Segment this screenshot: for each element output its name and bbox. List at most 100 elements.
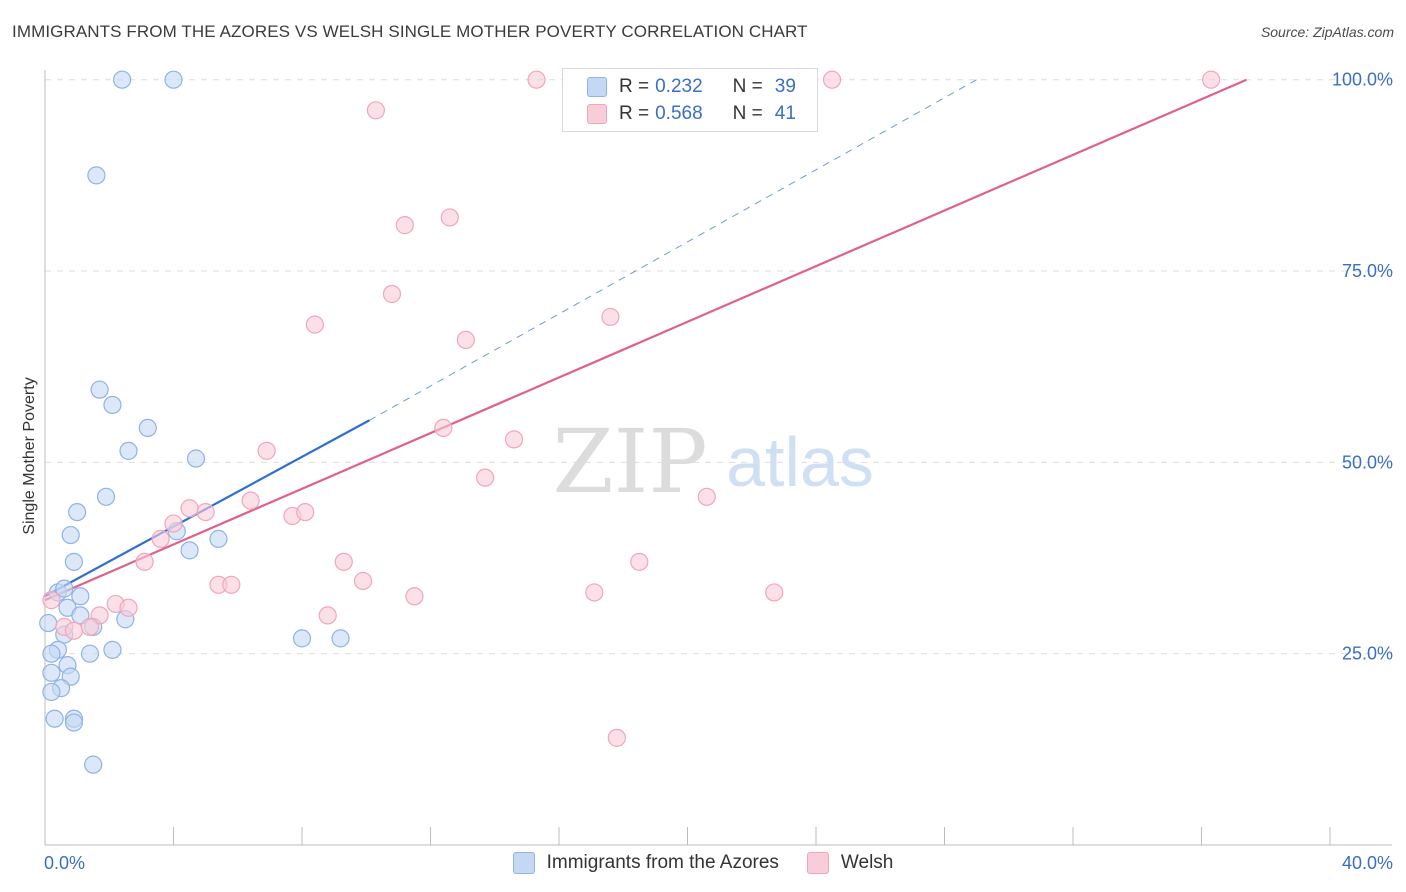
point-azores (71, 587, 90, 606)
legend-row-welsh: R = 0.568 N = 41 (587, 102, 796, 126)
axes (44, 70, 1392, 846)
n-value: 41 (774, 103, 796, 124)
x-tick-label: 40.0% (1342, 853, 1393, 873)
point-azores (112, 70, 132, 89)
point-welsh (296, 502, 315, 522)
point-azores (209, 529, 228, 548)
point-azores (64, 552, 84, 571)
point-azores (42, 663, 61, 682)
point-welsh (601, 307, 620, 327)
point-welsh (527, 70, 546, 89)
legend-swatch-welsh (587, 104, 607, 124)
x-tick-label: 0.0% (44, 853, 85, 873)
r-label: R = (619, 103, 650, 124)
watermark-zip: ZIP (552, 410, 707, 513)
point-welsh (1202, 70, 1221, 89)
point-welsh (366, 101, 385, 120)
series-legend: Immigrants from the Azores Welsh (0, 852, 1406, 874)
point-welsh (456, 330, 475, 350)
point-welsh (822, 70, 842, 89)
n-label: N = (732, 76, 763, 97)
point-azores (42, 682, 61, 702)
legend-item-azores[interactable]: Immigrants from the Azores (512, 852, 779, 874)
legend-row-azores: R = 0.232 N = 39 (587, 75, 796, 99)
trend-line-welsh (44, 78, 1247, 602)
point-azores (292, 629, 312, 648)
point-welsh (180, 499, 199, 518)
point-welsh (64, 621, 84, 640)
point-azores (186, 449, 206, 468)
n-value: 39 (774, 76, 796, 97)
point-welsh (257, 441, 276, 460)
point-welsh (318, 606, 337, 625)
point-azores (103, 395, 122, 415)
point-azores (119, 441, 138, 460)
point-welsh (440, 208, 459, 227)
point-welsh (80, 617, 100, 636)
legend-label-welsh: Welsh (840, 852, 894, 873)
point-welsh (353, 571, 373, 591)
r-label: R = (619, 76, 650, 97)
point-welsh (382, 284, 402, 304)
point-welsh (241, 491, 260, 510)
point-welsh (405, 587, 424, 606)
legend-label-azores: Immigrants from the Azores (546, 852, 779, 873)
n-label: N = (732, 103, 763, 124)
point-azores (331, 629, 350, 648)
point-welsh (765, 583, 784, 602)
stats-legend: R = 0.232 N = 39 R = 0.568 N = 41 (562, 68, 818, 132)
point-welsh (151, 529, 170, 548)
point-welsh (476, 468, 495, 487)
point-azores (90, 380, 109, 399)
y-tick-label: 25.0% (1342, 644, 1393, 664)
grid-lines (45, 79, 1392, 655)
point-azores (45, 709, 64, 728)
point-azores (42, 644, 61, 663)
point-welsh (42, 591, 61, 610)
y-axis-label: Single Mother Poverty (21, 377, 38, 534)
point-azores (55, 579, 74, 598)
legend-swatch-azores (587, 77, 607, 97)
point-azores (180, 541, 199, 560)
point-azores (80, 644, 100, 663)
chart-title: IMMIGRANTS FROM THE AZORES VS WELSH SING… (12, 22, 808, 41)
legend-swatch-welsh (806, 852, 829, 874)
point-welsh (305, 315, 324, 334)
point-azores (64, 713, 84, 732)
point-welsh (334, 552, 353, 571)
point-welsh (222, 575, 241, 594)
point-welsh (607, 728, 626, 747)
point-welsh (504, 430, 524, 449)
point-azores (61, 525, 80, 545)
point-welsh (196, 502, 215, 522)
point-welsh (135, 552, 154, 571)
watermark-atlas: atlas (726, 423, 874, 501)
source-label: Source: ZipAtlas.com (1260, 24, 1394, 40)
y-tick-label: 100.0% (1332, 70, 1393, 90)
legend-swatch-azores (512, 852, 535, 874)
trend-lines (44, 78, 1247, 602)
point-azores (39, 613, 58, 633)
point-azores (138, 418, 157, 438)
point-welsh (585, 583, 604, 602)
y-tick-label: 75.0% (1342, 261, 1393, 281)
point-azores (68, 502, 87, 522)
point-azores (164, 70, 183, 89)
tick-labels: 25.0% 50.0% 75.0% 100.0% 0.0% 40.0% (44, 70, 1393, 873)
r-value: 0.232 (655, 76, 703, 97)
point-welsh (119, 598, 138, 617)
point-welsh (395, 216, 414, 235)
r-value: 0.568 (655, 103, 703, 124)
point-azores (103, 640, 122, 659)
data-points (39, 70, 1221, 774)
point-azores (87, 166, 106, 185)
point-welsh (630, 552, 649, 571)
point-azores (96, 487, 116, 506)
point-azores (84, 755, 103, 774)
y-tick-label: 50.0% (1342, 452, 1393, 472)
point-welsh (434, 418, 453, 438)
point-welsh (164, 514, 183, 533)
legend-item-welsh[interactable]: Welsh (806, 852, 894, 874)
point-welsh (697, 487, 716, 506)
